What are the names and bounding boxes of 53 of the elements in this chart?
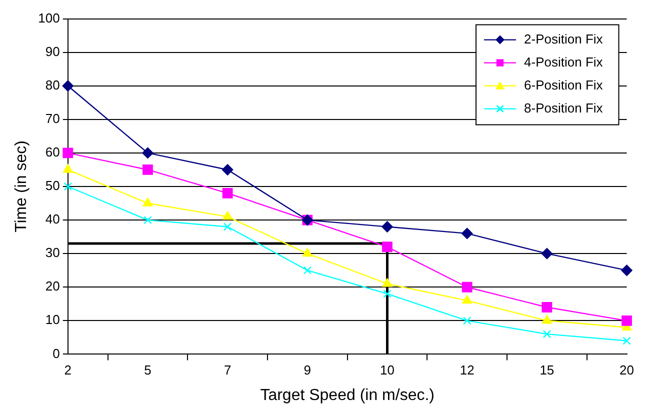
y-tick-label: 30 <box>45 245 60 260</box>
point <box>383 290 392 298</box>
legend-label: 6-Position Fix <box>524 77 604 92</box>
point <box>222 188 233 198</box>
point <box>382 242 392 252</box>
y-axis-title: Time (in sec) <box>13 140 30 232</box>
y-tick-label: 90 <box>45 44 60 59</box>
point <box>62 80 74 92</box>
point <box>622 336 631 345</box>
point <box>303 266 312 274</box>
point <box>541 248 553 260</box>
point <box>223 222 232 231</box>
y-tick-label: 20 <box>45 278 60 294</box>
x-tick-label: 7 <box>224 362 232 378</box>
y-tick-label: 0 <box>52 346 60 361</box>
y-tick-label: 10 <box>45 312 60 328</box>
point <box>222 211 232 220</box>
x-tick-label: 10 <box>380 362 394 378</box>
point <box>144 216 152 224</box>
point <box>542 330 552 338</box>
y-tick-label: 100 <box>38 10 60 26</box>
point <box>62 164 73 173</box>
point <box>542 302 552 312</box>
point <box>382 278 392 287</box>
y-tick-label: 70 <box>45 111 60 126</box>
point <box>62 148 74 158</box>
point <box>302 248 312 257</box>
x-axis-title: Target Speed (in m/sec.) <box>260 386 434 404</box>
x-tick-label: 15 <box>540 362 554 378</box>
x-tick-label: 9 <box>304 362 312 378</box>
x-tick-label: 2 <box>64 362 72 378</box>
point <box>382 221 393 232</box>
point <box>461 228 473 240</box>
y-tick-label: 40 <box>45 212 60 227</box>
legend-label: 4-Position Fix <box>524 54 604 70</box>
x-tick-label: 20 <box>620 362 634 378</box>
x-tick-label: 12 <box>460 362 474 378</box>
point <box>622 315 632 326</box>
y-tick-label: 60 <box>45 144 60 160</box>
y-tick-label: 80 <box>45 77 60 92</box>
point <box>542 315 552 324</box>
point <box>142 147 154 159</box>
point <box>142 164 153 175</box>
point <box>462 294 472 304</box>
point <box>462 282 472 292</box>
legend-label: 8-Position Fix <box>524 100 604 116</box>
point <box>142 198 153 206</box>
y-tick-label: 50 <box>45 178 60 194</box>
point <box>222 164 234 176</box>
point <box>621 264 632 276</box>
x-tick-label: 5 <box>144 362 152 378</box>
point <box>462 316 472 325</box>
legend-label: 2-Position Fix <box>524 31 604 46</box>
